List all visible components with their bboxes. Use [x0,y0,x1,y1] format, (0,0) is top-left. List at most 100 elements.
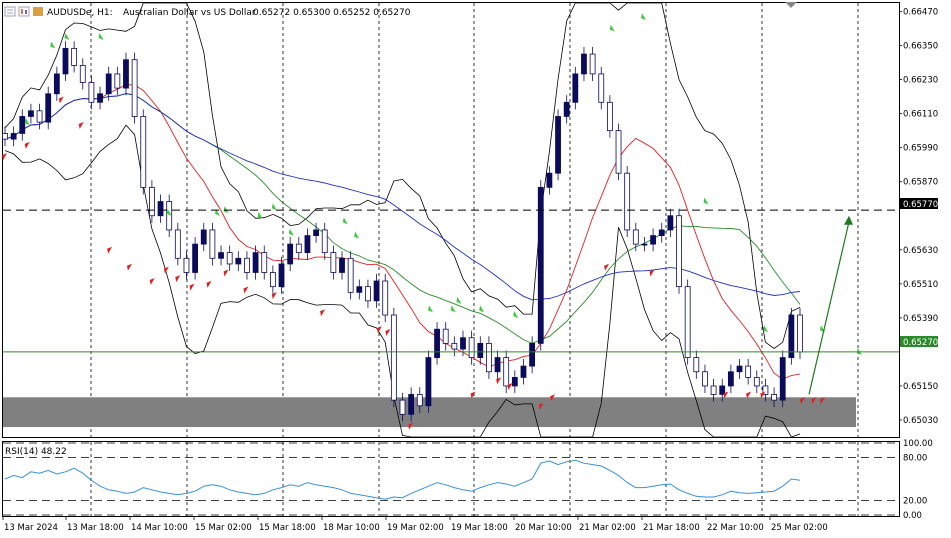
time-tick-label: 19 Mar 02:00 [387,523,444,533]
candle-body [727,371,734,387]
candle-body [477,342,484,358]
down-signal-marker [604,263,610,271]
candle-body [494,357,501,373]
candle-body [10,133,17,140]
candle-body [339,257,345,273]
price-tick-label: 0.65150 [903,382,938,392]
candle-body [650,235,656,245]
time-tick-label: 14 Mar 10:00 [131,523,188,533]
down-signal-marker [746,391,752,399]
time-tick-label: 22 Mar 10:00 [707,523,764,533]
price-tick-label: 0.66110 [903,110,938,120]
rsi-tick-label: 0.00 [903,511,922,521]
down-signal-marker [811,397,817,405]
down-signal-marker [320,309,326,317]
candle-body [598,73,605,103]
price-tick-label: 0.66470 [903,8,938,18]
candle-body [468,337,475,358]
up-signal-marker [703,197,709,205]
down-signal-marker [819,397,825,405]
time-tick-label: 15 Mar 18:00 [259,523,316,533]
price-tick-label: 0.66350 [903,42,938,52]
candle-body [88,82,95,103]
candle-body [278,263,285,288]
down-signal-marker [78,121,84,129]
down-signal-marker [126,263,132,271]
candle-body [347,257,354,293]
menu-icon[interactable] [4,6,16,17]
chart-type-icon[interactable] [18,6,30,17]
time-axis: 13 Mar 2024 13 Mar 18:00 14 Mar 10:00 15 Ma… [2,516,828,533]
candle-body [313,229,319,237]
candle-body [157,201,164,217]
rsi-label: RSI(14) 48.22 [5,447,67,457]
rsi-tick-label: 100.00 [903,439,933,449]
candle-body [745,365,752,378]
arrow-head [844,215,853,225]
candle-body [434,328,440,358]
down-signal-marker [243,286,249,294]
candle-body [408,394,415,415]
candle-body [736,365,743,373]
candle-body [45,93,52,123]
candle-body [546,172,553,188]
candle-body [676,215,682,288]
candle-body [555,116,561,174]
main-panel-frame [2,2,900,438]
candle-body [753,377,760,387]
scroll-marker-icon[interactable] [785,2,797,8]
rsi-tick-label: 20.00 [903,497,927,507]
down-signal-marker [376,326,382,334]
time-tick-label: 13 Mar 2024 [4,523,58,533]
up-signal-marker [763,325,769,333]
candle-body [589,53,596,75]
bollinger-bands [4,2,801,438]
time-tick-label: 20 Mar 10:00 [515,523,572,533]
up-signal-marker [354,231,360,239]
candle-body [226,252,233,265]
up-signal-marker [166,208,172,216]
arrow-shaft [808,221,850,395]
candle-body [486,342,492,373]
time-tick-label: 25 Mar 02:00 [771,523,828,533]
candle-body [62,47,69,75]
candle-body [632,229,639,245]
candle-body [606,101,613,132]
down-signal-marker [107,246,113,254]
down-signal-marker [189,283,195,291]
down-signal-marker [538,402,544,410]
time-tick-label: 19 Mar 18:00 [451,523,508,533]
price-tick-label: 0.65990 [903,144,938,154]
candle-body [416,394,423,407]
candle-body [287,243,294,265]
down-signal-marker [550,394,556,402]
candle-body [771,394,777,401]
candle-body [693,357,700,373]
candle-body [425,357,432,407]
down-signal-marker [24,141,30,149]
forecast-arrow [808,215,853,395]
candle-body [529,342,536,367]
up-signal-marker [257,211,263,219]
down-signal-marker [760,391,766,399]
candle-body [123,59,129,89]
candle-body [105,73,112,95]
candle-body [503,357,510,387]
time-tick-label: 15 Mar 02:00 [195,523,252,533]
candle-body [295,243,302,254]
candle-body [114,73,121,89]
candle-body [779,357,786,401]
candle-body [382,280,389,316]
candle-body [235,257,242,265]
candle-body [537,186,544,344]
symbol-description: Australian Dollar vs US Dollar [123,8,256,18]
price-tick-label: 0.65630 [903,246,938,256]
ohlc-values: 0.65272 0.65300 0.65252 0.65270 [253,8,411,18]
level-price-text: 0.65770 [903,200,938,210]
trade-icon[interactable] [33,7,43,16]
candle-body [511,377,518,387]
candle-body [261,252,268,273]
up-signal-marker [50,41,56,49]
up-signal-marker [24,118,30,126]
